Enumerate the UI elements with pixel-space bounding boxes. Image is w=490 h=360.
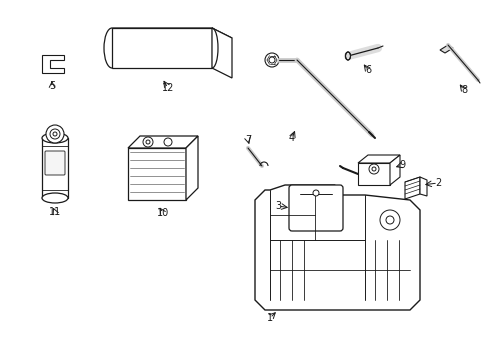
Polygon shape [440,45,453,53]
Text: 4: 4 [289,133,295,143]
Polygon shape [390,155,400,185]
Text: 5: 5 [49,81,55,91]
Polygon shape [112,28,232,38]
Circle shape [53,132,57,136]
FancyBboxPatch shape [289,185,343,231]
Polygon shape [358,163,390,185]
Polygon shape [255,185,420,310]
Polygon shape [128,136,198,148]
Circle shape [313,190,319,196]
Text: 2: 2 [435,178,441,188]
Ellipse shape [42,133,68,143]
Circle shape [380,210,400,230]
Circle shape [164,138,172,146]
Polygon shape [112,28,212,68]
Text: 10: 10 [157,208,169,218]
Polygon shape [42,55,64,73]
Circle shape [46,125,64,143]
Text: 11: 11 [49,207,61,217]
Circle shape [143,137,153,147]
Polygon shape [128,148,186,200]
Circle shape [372,167,376,171]
Polygon shape [212,28,232,78]
Ellipse shape [345,52,350,60]
Polygon shape [186,136,198,200]
Text: 3: 3 [275,201,281,211]
Polygon shape [405,177,420,199]
Text: 9: 9 [399,160,405,170]
Text: 8: 8 [461,85,467,95]
FancyBboxPatch shape [45,151,65,175]
Circle shape [269,57,275,63]
Circle shape [146,140,150,144]
Circle shape [265,53,279,67]
Polygon shape [358,155,400,163]
Text: 6: 6 [365,65,371,75]
Text: 1: 1 [267,313,273,323]
Circle shape [386,216,394,224]
Polygon shape [420,177,427,196]
Circle shape [50,129,60,139]
Circle shape [369,164,379,174]
Text: 7: 7 [245,135,251,145]
Text: 12: 12 [162,83,174,93]
Ellipse shape [42,193,68,203]
